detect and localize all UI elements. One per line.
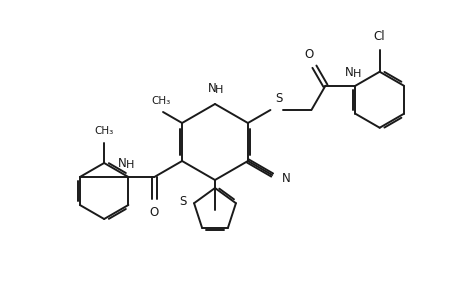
Text: O: O xyxy=(304,48,313,61)
Text: N: N xyxy=(281,172,290,184)
Text: Cl: Cl xyxy=(373,30,385,43)
Text: H: H xyxy=(353,69,361,79)
Text: N: N xyxy=(344,66,353,79)
Text: H: H xyxy=(214,85,223,95)
Text: CH₃: CH₃ xyxy=(94,126,113,136)
Text: CH₃: CH₃ xyxy=(151,96,170,106)
Text: S: S xyxy=(179,195,187,208)
Text: N: N xyxy=(118,157,127,170)
Text: N: N xyxy=(207,82,216,95)
Text: O: O xyxy=(150,206,159,219)
Text: S: S xyxy=(275,92,282,105)
Text: H: H xyxy=(126,160,134,170)
